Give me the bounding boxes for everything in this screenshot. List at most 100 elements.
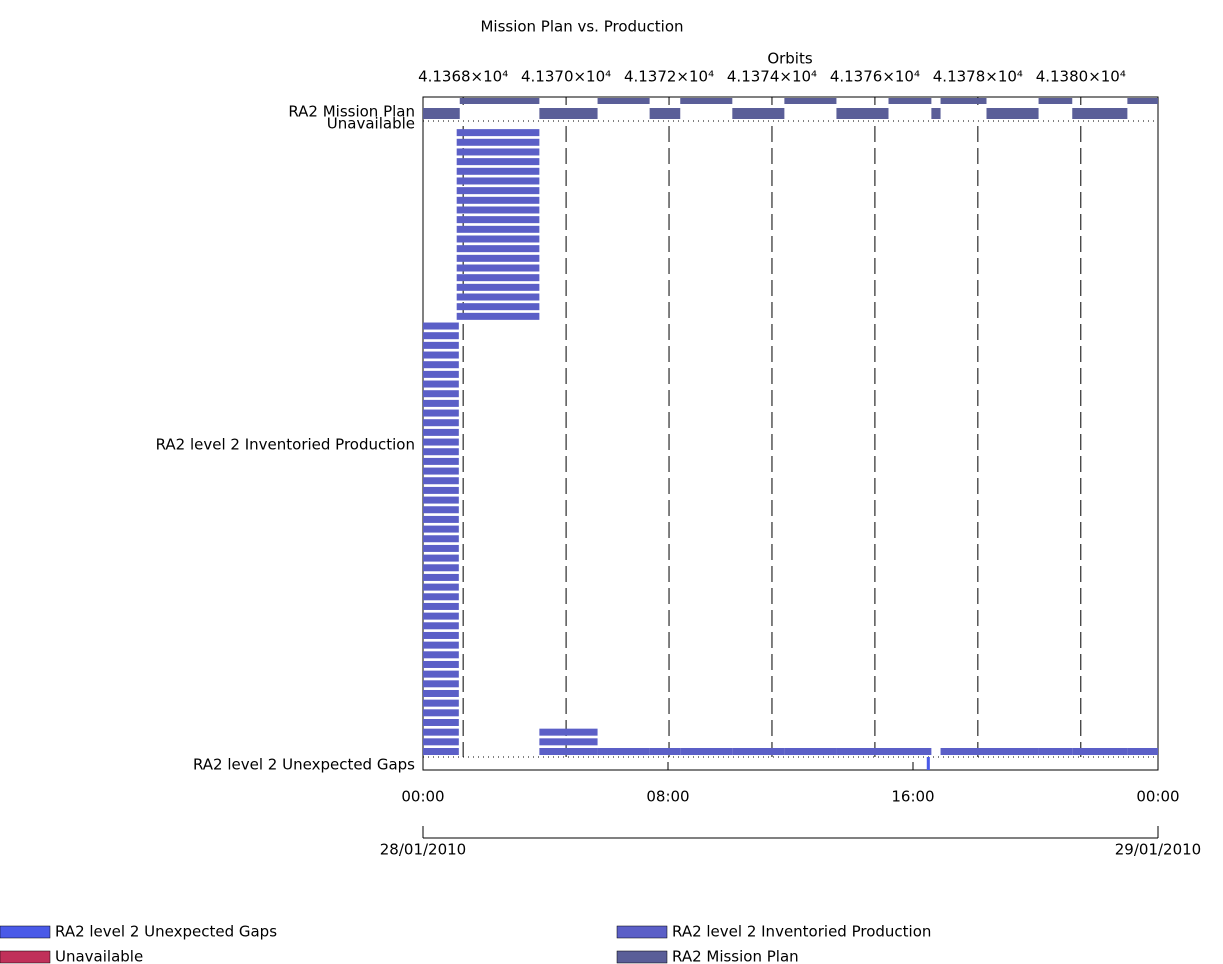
segment-bar (423, 409, 459, 417)
segment-bar (986, 108, 1039, 119)
segment-bar (423, 477, 459, 485)
segment-bar (680, 748, 733, 755)
segment-bar (423, 593, 459, 601)
segment-bar (597, 98, 650, 104)
segment-bar (423, 506, 459, 514)
segment-bar (423, 525, 459, 533)
segment-bar (423, 602, 459, 610)
segment-bar (423, 641, 459, 649)
x-tick-label: 00:00 (401, 788, 444, 806)
x2-axis-label: Orbits (767, 50, 813, 68)
segment-bar (423, 380, 459, 388)
segment-bar (456, 177, 540, 185)
segment-bar (931, 108, 941, 119)
x2-tick-label: 4.1372×10⁴ (624, 68, 714, 86)
segment-bar (940, 98, 987, 104)
segment-bar (423, 709, 459, 717)
segment-bar (423, 689, 459, 697)
segment-bar (423, 680, 459, 688)
segment-bar (456, 312, 540, 320)
segment-bar (456, 264, 540, 272)
segment-bar (423, 612, 459, 620)
legend-label: RA2 level 2 Inventoried Production (672, 923, 931, 941)
segment-bar (423, 390, 459, 398)
segment-bar (940, 748, 987, 755)
segment-bar (423, 419, 459, 427)
segment-bar (423, 554, 459, 562)
segment-bar (456, 196, 540, 204)
segment-bar (1072, 108, 1128, 119)
legend-label: RA2 Mission Plan (672, 948, 799, 964)
segment-bar (1072, 748, 1128, 755)
segment-bar (784, 748, 837, 755)
segment-bar (456, 216, 540, 224)
segment-bar (423, 544, 459, 552)
segment-bar (986, 748, 1039, 755)
segment-bar (456, 254, 540, 262)
segment-bar (423, 748, 459, 755)
segment-bar (456, 283, 540, 291)
segment-bar (732, 748, 785, 755)
segment-bar (423, 322, 459, 330)
segment-bar (649, 748, 681, 755)
segment-bar (456, 148, 540, 156)
x-tick-label: 08:00 (646, 788, 689, 806)
segment-bar (732, 108, 785, 119)
x2-tick-label: 4.1368×10⁴ (418, 68, 508, 86)
segment-bar (459, 98, 540, 104)
segment-bar (423, 467, 459, 475)
segment-bar (926, 757, 930, 770)
segment-bar (423, 738, 459, 746)
segment-bar (423, 428, 459, 436)
segment-bar (456, 303, 540, 311)
legend-swatch (0, 950, 51, 964)
segment-bar (423, 515, 459, 523)
row-label: RA2 level 2 Unexpected Gaps (193, 756, 415, 774)
segment-bar (423, 564, 459, 572)
x2-tick-label: 4.1376×10⁴ (830, 68, 920, 86)
segment-bar (1127, 748, 1158, 755)
segment-bar (423, 651, 459, 659)
segment-bar (836, 748, 889, 755)
segment-bar (456, 167, 540, 175)
segment-bar (423, 486, 459, 494)
segment-bar (456, 293, 540, 301)
row-label: Unavailable (327, 115, 415, 133)
segment-bar (456, 235, 540, 243)
legend-label: Unavailable (55, 948, 143, 964)
segment-bar (456, 245, 540, 253)
segment-bar (423, 631, 459, 639)
segment-bar (539, 728, 598, 736)
segment-bar (539, 738, 598, 746)
segment-bar (423, 728, 459, 736)
chart-title: Mission Plan vs. Production (480, 18, 683, 36)
row-label: RA2 level 2 Inventoried Production (156, 436, 415, 454)
legend-swatch (616, 925, 668, 939)
segment-bar (539, 748, 598, 755)
segment-bar (456, 274, 540, 282)
segment-bar (680, 98, 733, 104)
segment-bar (423, 332, 459, 340)
x2-tick-label: 4.1374×10⁴ (727, 68, 817, 86)
segment-bar (1038, 98, 1073, 104)
x2-tick-label: 4.1370×10⁴ (521, 68, 611, 86)
x2-tick-label: 4.1380×10⁴ (1036, 68, 1126, 86)
segment-bar (1038, 748, 1073, 755)
segment-bar (649, 108, 681, 119)
segment-bar (423, 622, 459, 630)
segment-bar (423, 399, 459, 407)
x-tick-label: 16:00 (891, 788, 934, 806)
segment-bar (1127, 98, 1158, 104)
segment-bar (784, 98, 837, 104)
segment-bar (423, 361, 459, 369)
segment-bar (423, 699, 459, 707)
segment-bar (423, 583, 459, 591)
segment-bar (456, 129, 540, 137)
segment-bar (423, 670, 459, 678)
row-label: RA2 Mission Plan (288, 103, 415, 121)
legend-label: RA2 level 2 Unexpected Gaps (55, 923, 277, 941)
segment-bar (888, 98, 932, 104)
segment-bar (423, 341, 459, 349)
segment-bar (423, 438, 459, 446)
